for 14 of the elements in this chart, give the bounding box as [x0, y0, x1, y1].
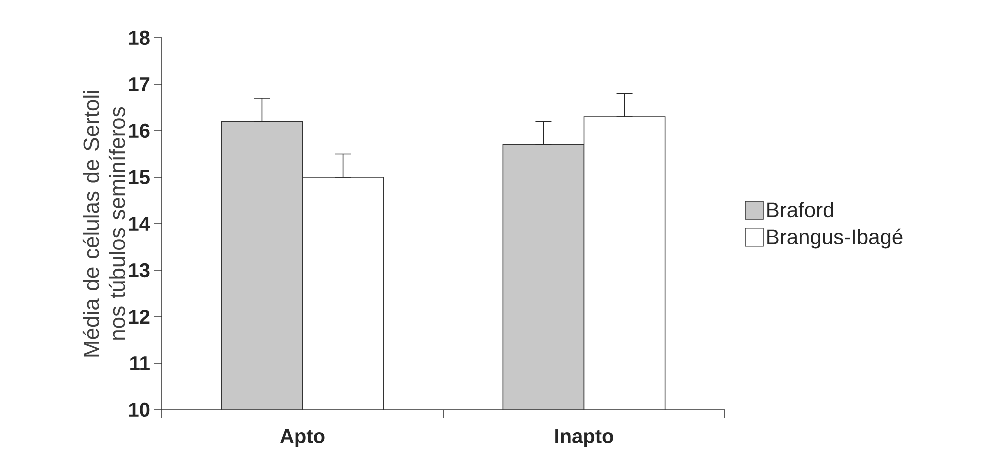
x-tick-label: Inapto	[556, 430, 614, 448]
y-tick-label: 10	[129, 402, 150, 418]
y-tick-label: 13	[129, 263, 150, 278]
legend-label: Brangus-Ibagé	[768, 228, 903, 249]
legend-label: Braford	[768, 202, 834, 218]
y-tick-label: 14	[129, 217, 150, 231]
x-tick-label: Apto	[280, 430, 325, 448]
y-tick-label: 16	[129, 124, 150, 138]
y-tick-label: 15	[129, 170, 150, 184]
y-tick-label: 18	[129, 30, 150, 46]
y-tick-label: 12	[129, 310, 150, 324]
y-tick-label: 11	[130, 356, 150, 370]
y-tick-label: 17	[129, 78, 150, 92]
y-axis-title: Média de células de Sertoli nos túbulos seminíferos	[82, 91, 126, 357]
